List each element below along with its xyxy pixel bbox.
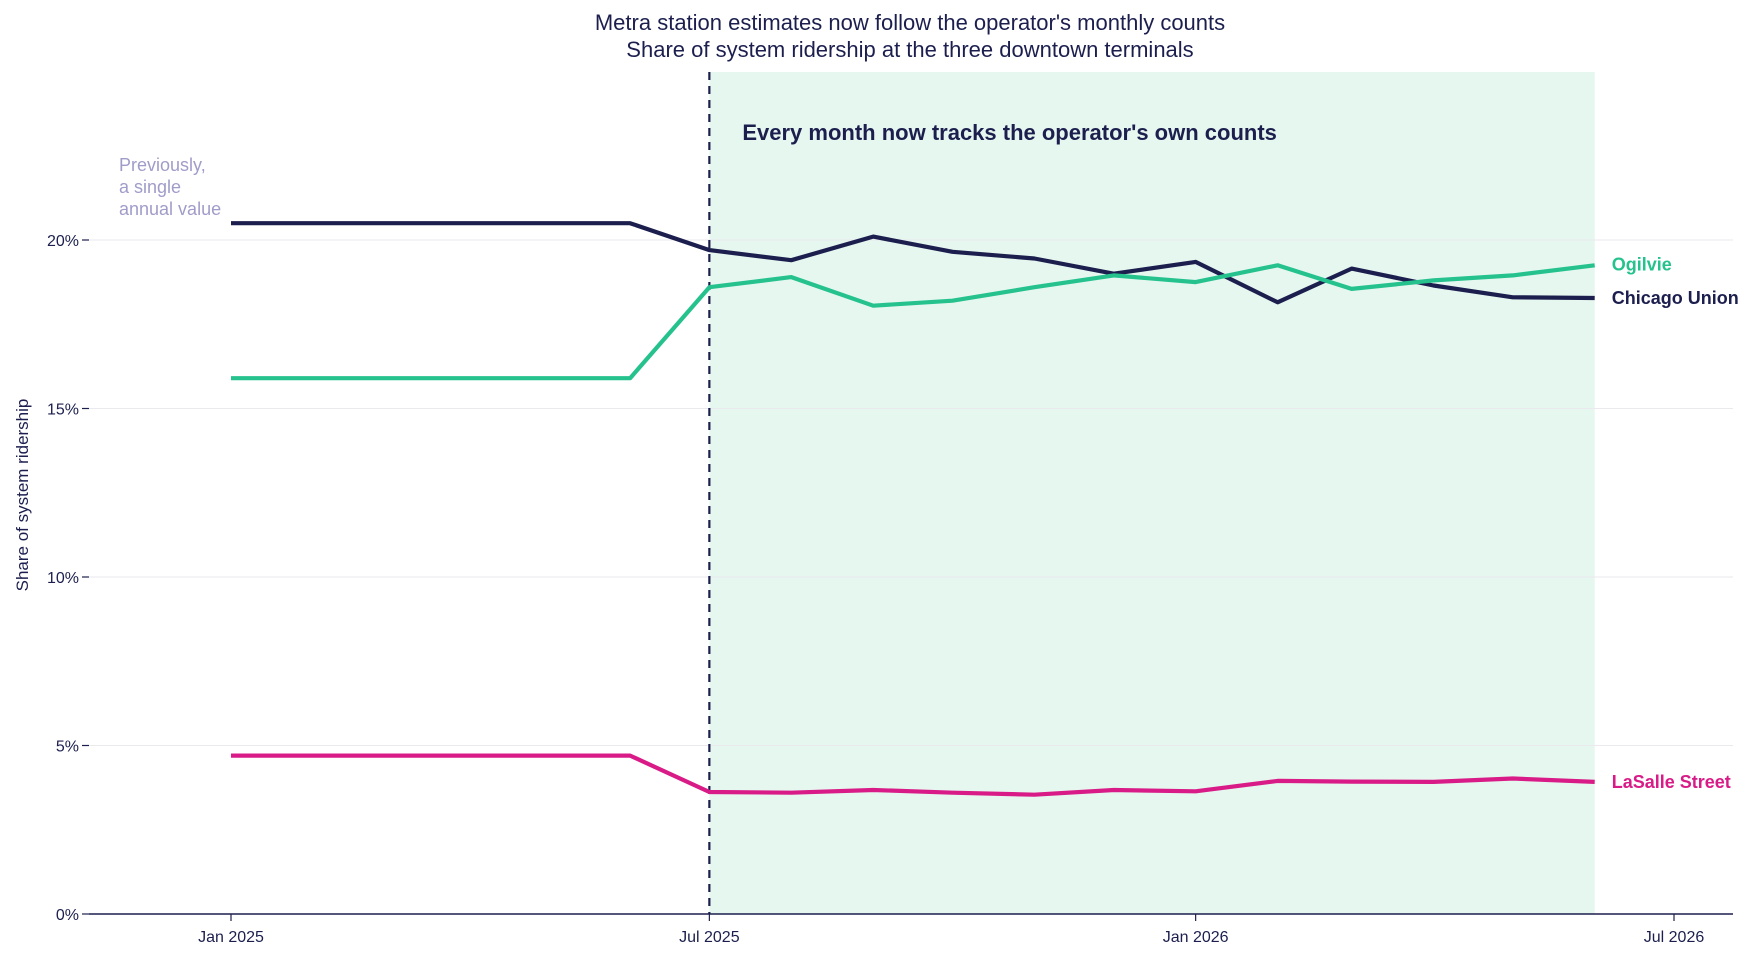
x-tick-label: Jan 2026 xyxy=(1163,929,1229,946)
previous-annotation-line: a single xyxy=(119,177,181,197)
highlight-region xyxy=(709,72,1595,914)
highlight-annotation: Every month now tracks the operator's ow… xyxy=(742,120,1277,145)
y-tick-label: 20% xyxy=(47,233,79,250)
series-line-lasalle-street xyxy=(231,753,1595,797)
chart-subtitle: Share of system ridership at the three d… xyxy=(626,37,1194,62)
y-axis-label: Share of system ridership xyxy=(13,399,32,592)
x-tick-label: Jul 2026 xyxy=(1644,929,1705,946)
series-label-chicago-union: Chicago Union xyxy=(1612,288,1739,308)
previous-annotation-line: Previously, xyxy=(119,155,206,175)
series-line-chicago-union xyxy=(231,221,1595,305)
x-tick-label: Jan 2025 xyxy=(198,929,264,946)
chart-title: Metra station estimates now follow the o… xyxy=(594,10,1226,35)
previous-annotation-line: annual value xyxy=(119,199,221,219)
x-tick-label: Jul 2025 xyxy=(679,929,740,946)
y-tick-label: 10% xyxy=(47,570,79,587)
series-label-lasalle-street: LaSalle Street xyxy=(1612,772,1731,792)
series-line-ogilvie xyxy=(231,263,1595,381)
y-tick-label: 15% xyxy=(47,402,79,419)
y-tick-label: 0% xyxy=(56,907,79,924)
series-label-ogilvie: Ogilvie xyxy=(1612,254,1672,274)
y-tick-label: 5% xyxy=(56,739,79,756)
